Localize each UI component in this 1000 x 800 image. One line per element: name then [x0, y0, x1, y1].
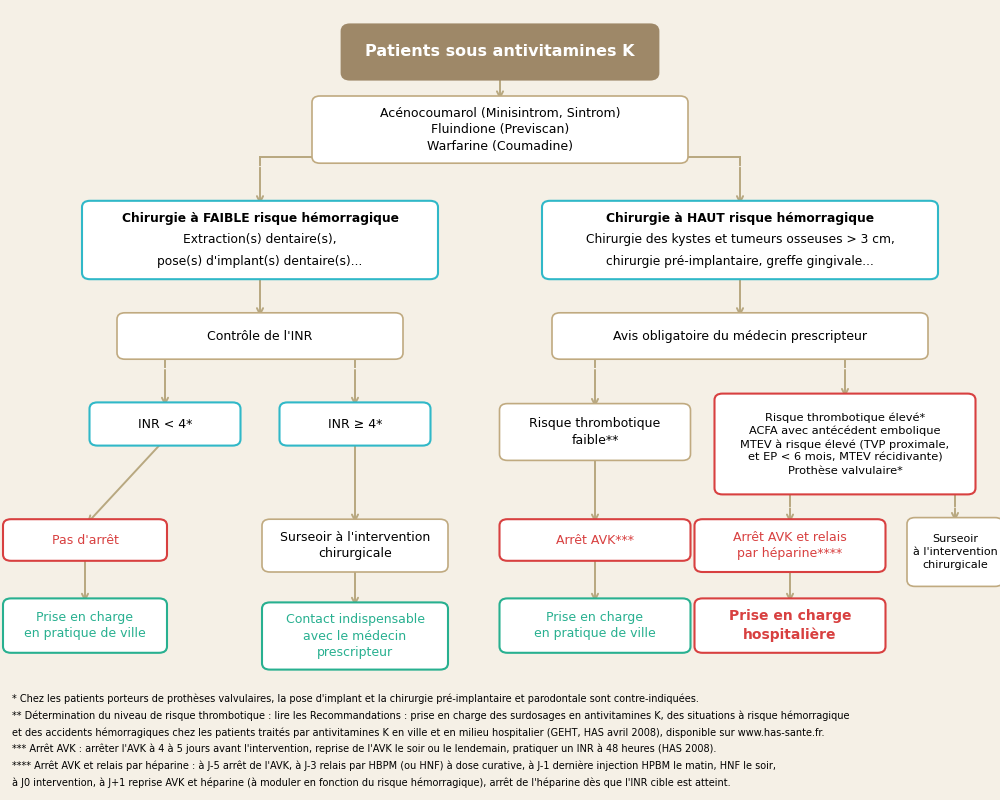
Text: Avis obligatoire du médecin prescripteur: Avis obligatoire du médecin prescripteur	[613, 330, 867, 342]
FancyBboxPatch shape	[279, 402, 430, 446]
FancyBboxPatch shape	[117, 313, 403, 359]
Text: * Chez les patients porteurs de prothèses valvulaires, la pose d'implant et la c: * Chez les patients porteurs de prothèse…	[12, 694, 699, 704]
FancyBboxPatch shape	[499, 403, 690, 461]
Text: Acénocoumarol (Minisintrom, Sintrom)
Fluindione (Previscan)
Warfarine (Coumadine: Acénocoumarol (Minisintrom, Sintrom) Flu…	[380, 106, 620, 153]
Text: pose(s) d'implant(s) dentaire(s)...: pose(s) d'implant(s) dentaire(s)...	[157, 254, 363, 268]
Text: Risque thrombotique
faible**: Risque thrombotique faible**	[529, 418, 661, 446]
Text: chirurgie pré-implantaire, greffe gingivale...: chirurgie pré-implantaire, greffe gingiv…	[606, 254, 874, 268]
FancyBboxPatch shape	[262, 602, 448, 670]
FancyBboxPatch shape	[714, 394, 975, 494]
Text: Chirurgie des kystes et tumeurs osseuses > 3 cm,: Chirurgie des kystes et tumeurs osseuses…	[586, 234, 894, 246]
FancyBboxPatch shape	[82, 201, 438, 279]
Text: *** Arrêt AVK : arrêter l'AVK à 4 à 5 jours avant l'intervention, reprise de l'A: *** Arrêt AVK : arrêter l'AVK à 4 à 5 jo…	[12, 744, 716, 754]
FancyBboxPatch shape	[3, 598, 167, 653]
Text: Contact indispensable
avec le médecin
prescripteur: Contact indispensable avec le médecin pr…	[286, 613, 424, 659]
Text: Patients sous antivitamines K: Patients sous antivitamines K	[365, 45, 635, 59]
FancyBboxPatch shape	[694, 519, 886, 572]
FancyBboxPatch shape	[499, 519, 690, 561]
Text: INR ≥ 4*: INR ≥ 4*	[328, 418, 382, 430]
FancyBboxPatch shape	[3, 519, 167, 561]
Text: Arrêt AVK***: Arrêt AVK***	[556, 534, 634, 546]
FancyBboxPatch shape	[90, 402, 241, 446]
Text: Extraction(s) dentaire(s),: Extraction(s) dentaire(s),	[183, 234, 337, 246]
Text: Surseoir à l'intervention
chirurgicale: Surseoir à l'intervention chirurgicale	[280, 531, 430, 560]
Text: et des accidents hémorragiques chez les patients traités par antivitamines K en : et des accidents hémorragiques chez les …	[12, 727, 824, 738]
Text: INR < 4*: INR < 4*	[138, 418, 192, 430]
Text: **** Arrêt AVK et relais par héparine : à J-5 arrêt de l'AVK, à J-3 relais par H: **** Arrêt AVK et relais par héparine : …	[12, 761, 776, 771]
FancyBboxPatch shape	[342, 25, 658, 79]
FancyBboxPatch shape	[499, 598, 690, 653]
Text: Prise en charge
en pratique de ville: Prise en charge en pratique de ville	[24, 611, 146, 640]
FancyBboxPatch shape	[552, 313, 928, 359]
Text: Chirurgie à FAIBLE risque hémorragique: Chirurgie à FAIBLE risque hémorragique	[122, 212, 398, 226]
Text: Surseoir
à l'intervention
chirurgicale: Surseoir à l'intervention chirurgicale	[913, 534, 997, 570]
Text: Arrêt AVK et relais
par héparine****: Arrêt AVK et relais par héparine****	[733, 531, 847, 560]
FancyBboxPatch shape	[542, 201, 938, 279]
Text: Contrôle de l'INR: Contrôle de l'INR	[207, 330, 313, 342]
Text: Prise en charge
en pratique de ville: Prise en charge en pratique de ville	[534, 611, 656, 640]
FancyBboxPatch shape	[262, 519, 448, 572]
FancyBboxPatch shape	[312, 96, 688, 163]
Text: Chirurgie à HAUT risque hémorragique: Chirurgie à HAUT risque hémorragique	[606, 212, 874, 226]
Text: Risque thrombotique élevé*
ACFA avec antécédent embolique
MTEV à risque élevé (T: Risque thrombotique élevé* ACFA avec ant…	[740, 413, 950, 475]
FancyBboxPatch shape	[694, 598, 886, 653]
Text: Pas d'arrêt: Pas d'arrêt	[52, 534, 118, 546]
FancyBboxPatch shape	[907, 518, 1000, 586]
Text: à J0 intervention, à J+1 reprise AVK et héparine (à moduler en fonction du risqu: à J0 intervention, à J+1 reprise AVK et …	[12, 778, 731, 788]
Text: Prise en charge
hospitalière: Prise en charge hospitalière	[729, 610, 851, 642]
Text: ** Détermination du niveau de risque thrombotique : lire les Recommandations : p: ** Détermination du niveau de risque thr…	[12, 710, 850, 721]
